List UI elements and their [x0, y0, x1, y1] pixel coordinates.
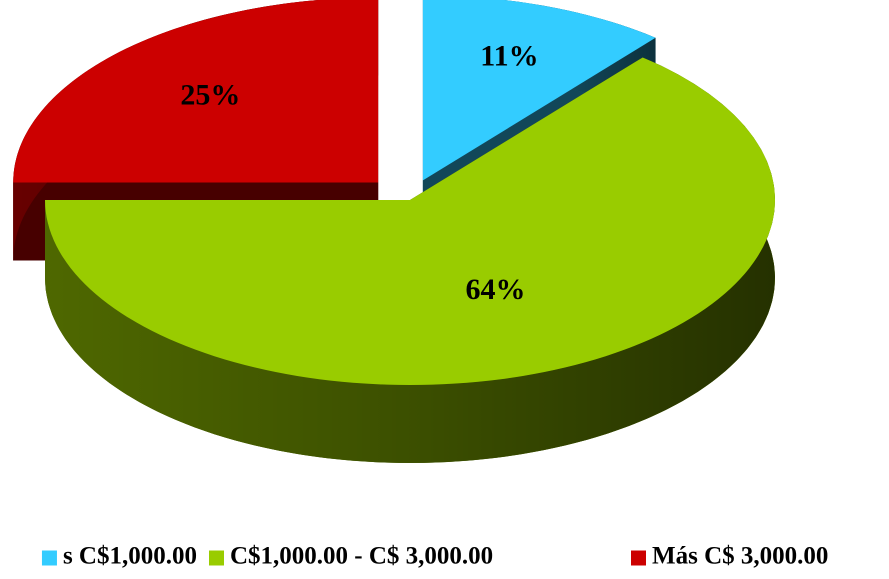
data-label: 11% — [480, 39, 538, 72]
slice-top — [13, 0, 379, 183]
slice-side-shade — [45, 57, 775, 463]
slice-top — [45, 57, 776, 386]
legend-swatch — [41, 550, 57, 566]
legend-swatch — [209, 550, 224, 566]
data-label: 25% — [180, 78, 240, 111]
legend-label: s C$1,000.00 — [63, 543, 197, 570]
data-label: 64% — [465, 273, 525, 306]
slice-top — [422, 0, 656, 181]
legend-label: C$1,000.00 - C$ 3,000.00 — [230, 543, 493, 570]
legend-swatch — [631, 550, 646, 566]
legend-label: Más C$ 3,000.00 — [652, 543, 828, 570]
